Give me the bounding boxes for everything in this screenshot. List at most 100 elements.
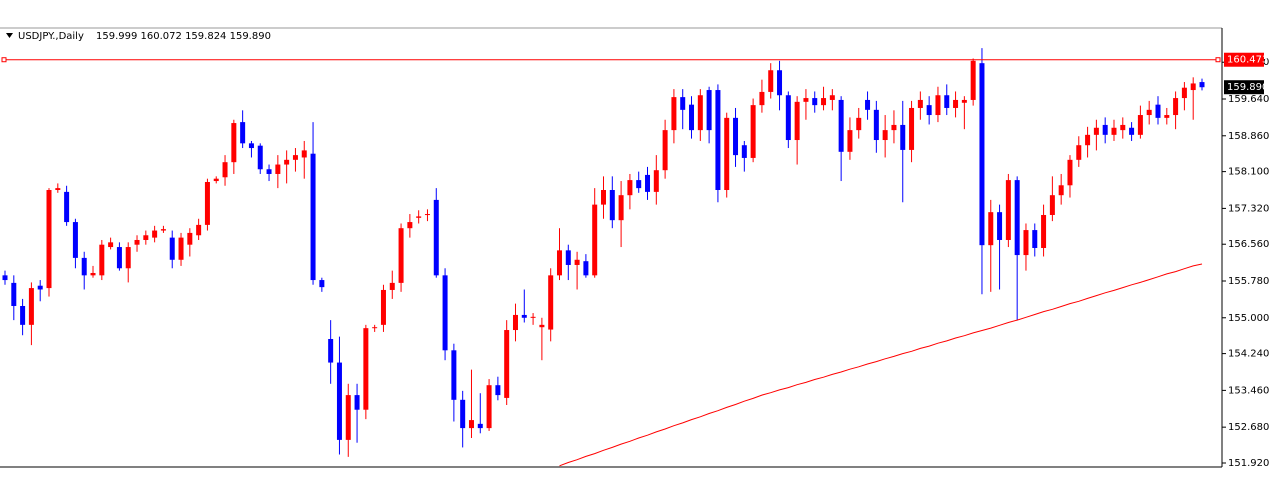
- candle-body: [759, 91, 765, 106]
- candle-body: [856, 117, 862, 131]
- candle-body: [336, 362, 342, 440]
- candle-body: [882, 130, 888, 141]
- candle-body: [627, 180, 633, 196]
- candle-body: [935, 95, 941, 116]
- candle-body: [424, 214, 430, 216]
- candle-body: [618, 195, 624, 221]
- candle-body: [46, 190, 52, 289]
- candle-body: [1023, 230, 1029, 256]
- candle-body: [785, 95, 791, 141]
- candle-body: [292, 155, 298, 160]
- candle-body: [284, 159, 290, 165]
- candle-body: [653, 170, 659, 192]
- y-tick-label: 158.100: [1228, 167, 1269, 178]
- candle-body: [944, 95, 950, 108]
- candle-body: [671, 97, 677, 131]
- candle-body: [495, 385, 501, 396]
- candle-body: [1049, 195, 1055, 215]
- candle-body: [134, 239, 140, 245]
- candle-body: [257, 145, 263, 170]
- candle-body: [777, 70, 783, 96]
- candle-body: [1102, 124, 1108, 135]
- candle-body: [196, 224, 202, 236]
- candle-body: [583, 261, 589, 276]
- candle-body: [900, 124, 906, 150]
- candle-body: [548, 275, 554, 330]
- candle-body: [248, 143, 254, 149]
- candle-body: [592, 204, 598, 276]
- candle-body: [601, 190, 606, 205]
- y-tick-label: 155.000: [1228, 313, 1269, 324]
- candle-body: [275, 164, 281, 174]
- candle-body: [1093, 127, 1099, 135]
- candle-body: [90, 272, 96, 276]
- candle-body: [988, 212, 994, 246]
- candle-body: [1190, 83, 1196, 91]
- candle-body: [231, 123, 237, 163]
- candle-body: [1014, 180, 1020, 256]
- candle-body: [1032, 230, 1038, 248]
- candle-body: [240, 122, 246, 144]
- level-label: 160.473: [1227, 55, 1268, 66]
- candle-body: [680, 97, 686, 110]
- candle-body: [477, 423, 483, 429]
- candle-body: [750, 105, 756, 158]
- candle-body: [565, 250, 571, 265]
- level-handle: [1215, 57, 1221, 63]
- candle-body: [953, 99, 959, 108]
- candle-body: [829, 95, 835, 100]
- candle-body: [301, 150, 307, 158]
- candle-body: [521, 314, 527, 318]
- candle-body: [961, 99, 967, 103]
- candle-body: [28, 288, 34, 325]
- candle-body: [11, 282, 17, 306]
- candle-body: [389, 282, 395, 290]
- candle-body: [125, 247, 131, 269]
- candle-body: [1067, 159, 1073, 186]
- candle-body: [99, 244, 105, 276]
- candle-body: [1155, 104, 1161, 118]
- candle-body: [917, 99, 923, 108]
- quote: 159.999 160.072 159.824 159.890: [96, 31, 271, 42]
- candle-body: [1085, 134, 1091, 146]
- symbol: USDJPY.,Daily: [18, 31, 84, 42]
- candle-body: [1076, 145, 1082, 160]
- candle-body: [556, 250, 562, 276]
- candle-body: [266, 169, 272, 174]
- candle-body: [1137, 115, 1143, 135]
- candle-body: [37, 285, 43, 290]
- candle-body: [81, 257, 87, 276]
- y-tick-label: 153.460: [1228, 385, 1269, 396]
- candle-body: [733, 117, 739, 156]
- candle-body: [328, 338, 334, 363]
- candle-body: [1164, 115, 1170, 118]
- candle-body: [970, 60, 976, 100]
- candle-body: [530, 316, 536, 318]
- candle-body: [398, 228, 404, 283]
- candle-body: [1146, 109, 1152, 116]
- candle-body: [838, 99, 844, 152]
- candle-body: [715, 90, 721, 191]
- candle-body: [539, 324, 545, 328]
- candle-body: [222, 162, 228, 178]
- candle-body: [926, 105, 932, 116]
- candle-body: [363, 328, 369, 410]
- y-tick-label: 156.560: [1228, 239, 1269, 250]
- price-label-box: [1224, 80, 1264, 95]
- candle-body: [468, 420, 474, 429]
- candle-body: [636, 180, 642, 189]
- candle-body: [865, 99, 871, 110]
- candle-body: [116, 247, 122, 269]
- candle-body: [169, 237, 175, 260]
- candle-body: [345, 395, 351, 440]
- candle-body: [645, 174, 651, 192]
- candle-body: [143, 235, 149, 240]
- candle-body: [407, 222, 413, 229]
- candle-body: [512, 314, 518, 331]
- level-label-box: [1224, 52, 1264, 67]
- candle-body: [504, 330, 510, 398]
- candle-body: [319, 280, 325, 288]
- y-tick-label: 154.240: [1228, 349, 1269, 360]
- candle-body: [20, 305, 26, 325]
